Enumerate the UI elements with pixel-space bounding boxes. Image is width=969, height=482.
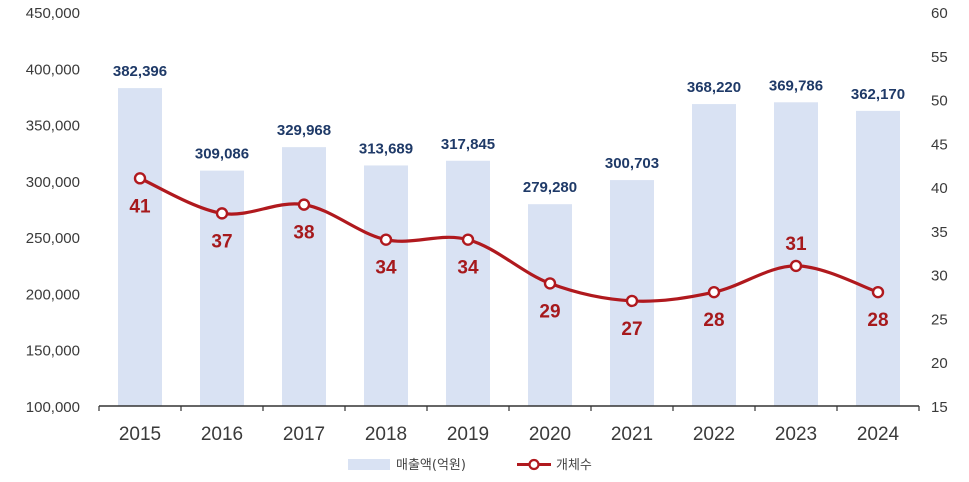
count-marker xyxy=(789,259,803,273)
right-tick-label: 15 xyxy=(931,399,948,416)
x-tick-label: 2015 xyxy=(119,424,161,445)
revenue-bar xyxy=(364,165,408,406)
right-axis: 15 20 25 30 35 40 45 50 55 60 xyxy=(931,5,948,416)
count-marker xyxy=(297,198,311,211)
legend-bar-swatch xyxy=(348,459,390,470)
revenue-value-label: 309,086 xyxy=(195,146,249,163)
left-tick-label: 250,000 xyxy=(26,230,80,247)
left-axis: 100,000 150,000 200,000 250,000 300,000 350,0… xyxy=(26,5,80,416)
count-value-label: 29 xyxy=(539,301,560,322)
count-value-label: 28 xyxy=(703,310,724,331)
left-tick-label: 400,000 xyxy=(26,61,80,78)
right-tick-label: 20 xyxy=(931,355,948,372)
right-tick-label: 55 xyxy=(931,49,948,66)
legend-line-marker xyxy=(528,458,540,471)
count-markers xyxy=(133,172,885,308)
revenue-bar xyxy=(856,110,900,406)
revenue-value-label: 329,968 xyxy=(277,122,331,139)
x-tick-label: 2019 xyxy=(447,424,489,445)
count-value-label: 38 xyxy=(293,223,314,244)
right-tick-label: 35 xyxy=(931,224,948,241)
count-marker xyxy=(379,233,393,246)
x-tick-label: 2020 xyxy=(529,424,571,445)
left-tick-label: 150,000 xyxy=(26,343,80,360)
revenue-value-label: 362,170 xyxy=(851,86,905,103)
revenue-value-label: 300,703 xyxy=(605,155,659,172)
revenue-bar xyxy=(446,160,490,406)
count-marker xyxy=(461,233,475,246)
revenue-value-label: 382,396 xyxy=(113,63,167,80)
legend-count-label: 개체수 xyxy=(556,458,592,473)
count-line xyxy=(138,176,880,303)
revenue-value-label: 368,220 xyxy=(687,79,741,96)
x-axis: 2015 2016 2017 2018 2019 2020 2021 2022 2023 2024 xyxy=(98,406,920,445)
x-tick-label: 2017 xyxy=(283,424,325,445)
legend-revenue-label: 매출액(억원) xyxy=(396,458,466,473)
count-labels: 41 37 38 34 34 29 27 28 31 28 xyxy=(129,196,888,340)
x-tick-label: 2024 xyxy=(857,424,900,445)
count-marker xyxy=(707,285,721,299)
x-tick-label: 2016 xyxy=(201,424,243,445)
count-marker xyxy=(871,285,885,299)
count-value-label: 34 xyxy=(457,258,479,279)
x-tick-label: 2022 xyxy=(693,424,735,445)
left-tick-label: 450,000 xyxy=(26,5,80,22)
revenue-bar xyxy=(200,170,244,406)
revenue-labels: 382,396 309,086 329,968 313,689 317,845 279,2… xyxy=(113,63,905,196)
right-tick-label: 40 xyxy=(931,180,948,197)
count-value-label: 31 xyxy=(785,234,807,255)
revenue-bar xyxy=(282,147,326,406)
revenue-value-label: 369,786 xyxy=(769,77,823,94)
right-tick-label: 30 xyxy=(931,268,948,285)
count-value-label: 37 xyxy=(211,231,232,252)
left-tick-label: 300,000 xyxy=(26,174,80,191)
count-marker xyxy=(215,207,229,220)
count-value-label: 41 xyxy=(129,196,151,217)
right-tick-label: 50 xyxy=(931,93,948,110)
x-tick-label: 2023 xyxy=(775,424,817,445)
count-marker xyxy=(543,277,557,290)
count-value-label: 34 xyxy=(375,258,397,279)
revenue-value-label: 313,689 xyxy=(359,140,413,157)
left-tick-label: 200,000 xyxy=(26,286,80,303)
right-tick-label: 25 xyxy=(931,311,948,328)
right-tick-label: 60 xyxy=(931,5,948,22)
count-marker xyxy=(133,172,147,185)
count-value-label: 28 xyxy=(867,310,888,331)
x-tick-label: 2021 xyxy=(611,424,653,445)
count-marker xyxy=(625,294,639,308)
revenue-value-label: 317,845 xyxy=(441,136,495,153)
right-tick-label: 45 xyxy=(931,136,948,153)
revenue-bar xyxy=(610,180,654,406)
x-tick-label: 2018 xyxy=(365,424,407,445)
count-value-label: 27 xyxy=(621,319,642,340)
left-tick-label: 100,000 xyxy=(26,399,80,416)
left-tick-label: 350,000 xyxy=(26,118,80,135)
revenue-bars xyxy=(118,88,900,407)
revenue-bar xyxy=(774,102,818,407)
revenue-value-label: 279,280 xyxy=(523,179,577,196)
revenue-bar xyxy=(692,104,736,406)
revenue-bar xyxy=(528,204,572,406)
revenue-bar xyxy=(118,88,162,407)
legend: 매출액(억원) 개체수 xyxy=(348,458,592,473)
